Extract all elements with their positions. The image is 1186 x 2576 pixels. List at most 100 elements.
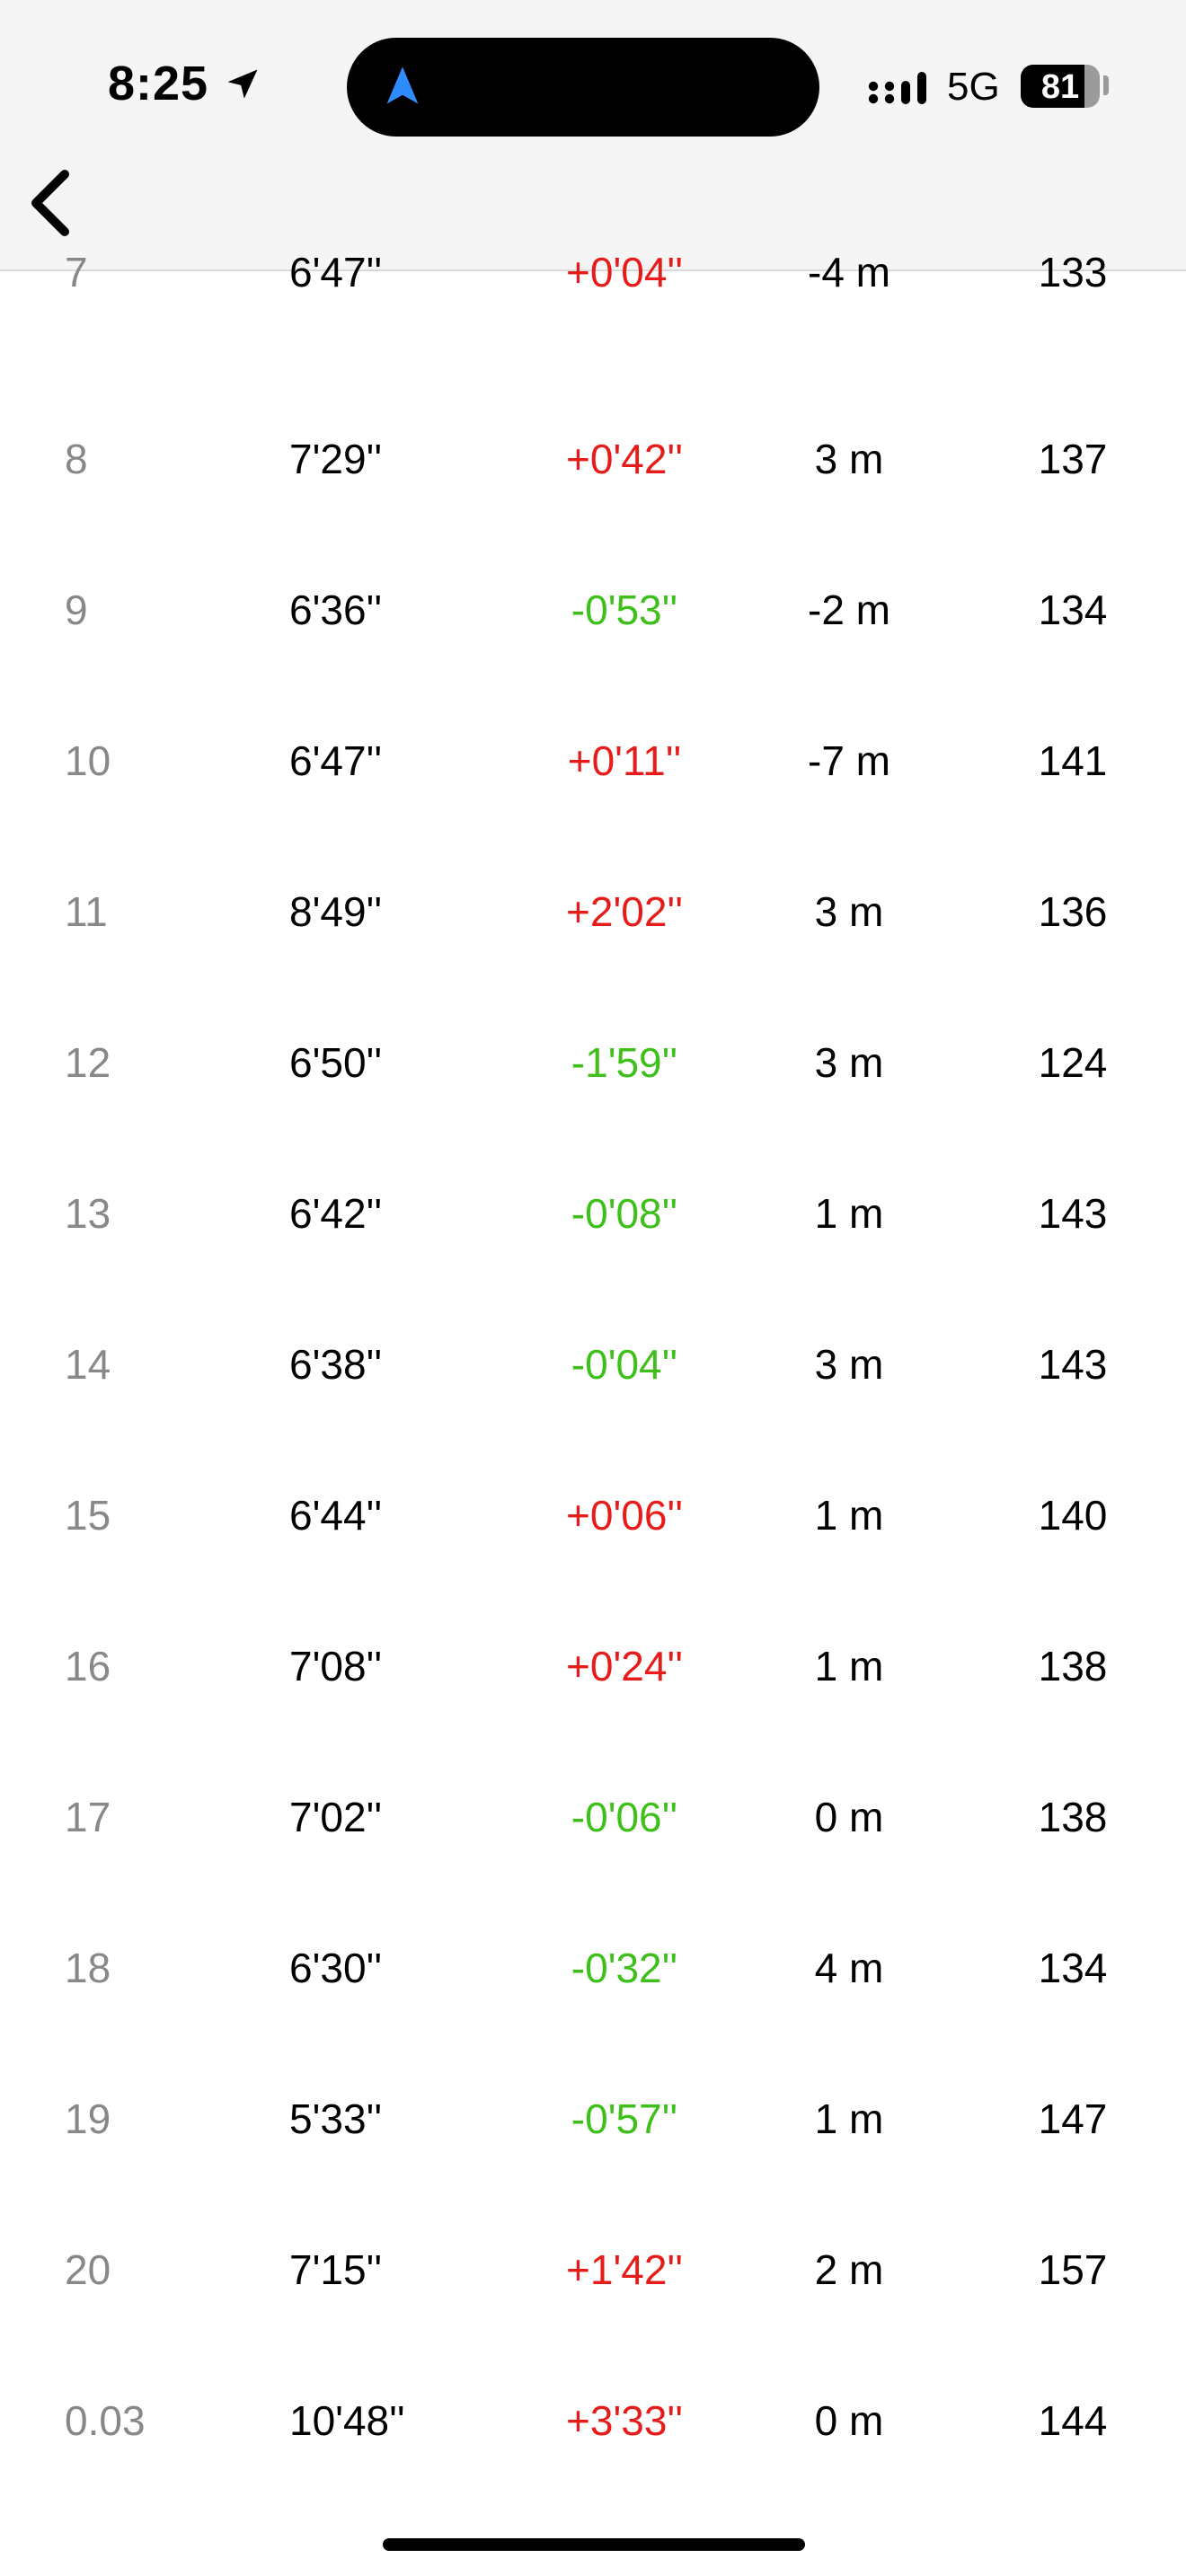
pace-difference: -0'08''	[571, 1190, 678, 1237]
lap-pace: 8'49''	[289, 888, 383, 935]
lap-pace: 7'15''	[289, 2246, 383, 2293]
heart-rate: 143	[1038, 1341, 1108, 1388]
lap-pace: 7'29''	[289, 436, 383, 482]
lap-number: 10	[65, 737, 111, 784]
pace-difference: +0'24''	[566, 1643, 683, 1689]
table-row: 0.03 10'48'' +3'33'' 0 m 144	[0, 2382, 1186, 2533]
heart-rate: 134	[1038, 1945, 1108, 1991]
table-row: 8 7'29'' +0'42'' 3 m 137	[0, 420, 1186, 571]
heart-rate: 147	[1038, 2095, 1108, 2142]
lap-pace: 6'30''	[289, 1945, 383, 1991]
status-time: 8:25	[108, 57, 209, 110]
lap-number: 13	[65, 1190, 111, 1237]
elevation-change: 1 m	[814, 2095, 884, 2142]
elevation-change: 0 m	[814, 2397, 884, 2444]
lap-pace: 6'44''	[289, 1492, 383, 1539]
back-chevron-icon[interactable]	[25, 167, 79, 239]
pace-difference: -0'53''	[571, 587, 678, 633]
battery-icon: 81	[1021, 65, 1100, 108]
elevation-change: 3 m	[814, 436, 884, 482]
pace-difference: +0'06''	[566, 1492, 683, 1539]
pace-difference: -0'57''	[571, 2095, 678, 2142]
pace-difference: -0'04''	[571, 1341, 678, 1388]
elevation-change: -2 m	[808, 587, 890, 633]
heart-rate: 137	[1038, 436, 1108, 482]
navigation-icon	[386, 66, 419, 104]
battery-cap	[1103, 75, 1109, 95]
elevation-change: 4 m	[814, 1945, 884, 1991]
network-type: 5G	[947, 65, 1000, 109]
heart-rate: 141	[1038, 737, 1108, 784]
heart-rate: 133	[1038, 249, 1108, 296]
lap-number: 20	[65, 2246, 111, 2293]
lap-number: 16	[65, 1643, 111, 1689]
lap-pace: 6'38''	[289, 1341, 383, 1388]
lap-pace: 6'47''	[289, 249, 383, 296]
lap-number: 14	[65, 1341, 111, 1388]
elevation-change: 3 m	[814, 1039, 884, 1086]
elevation-change: -4 m	[808, 249, 890, 296]
lap-number: 17	[65, 1794, 111, 1840]
lap-number: 8	[65, 436, 88, 482]
pace-difference: +0'11''	[567, 737, 682, 784]
dynamic-island[interactable]	[347, 38, 819, 137]
table-row: 7 6'47'' +0'04'' -4 m 133	[0, 251, 1186, 420]
lap-pace: 6'36''	[289, 587, 383, 633]
signal-icon	[868, 72, 926, 104]
pace-difference: +3'33''	[566, 2397, 683, 2444]
lap-pace: 6'50''	[289, 1039, 383, 1086]
table-row: 10 6'47'' +0'11'' -7 m 141	[0, 722, 1186, 873]
elevation-change: 1 m	[814, 1643, 884, 1689]
table-row: 16 7'08'' +0'24'' 1 m 138	[0, 1628, 1186, 1778]
pace-difference: -0'06''	[571, 1794, 678, 1840]
heart-rate: 124	[1038, 1039, 1108, 1086]
table-row: 9 6'36'' -0'53'' -2 m 134	[0, 571, 1186, 722]
lap-number: 19	[65, 2095, 111, 2142]
lap-number: 9	[65, 587, 88, 633]
lap-number: 12	[65, 1039, 111, 1086]
table-row: 20 7'15'' +1'42'' 2 m 157	[0, 2231, 1186, 2382]
lap-pace: 10'48''	[289, 2397, 405, 2444]
lap-pace: 7'02''	[289, 1794, 383, 1840]
table-row: 18 6'30'' -0'32'' 4 m 134	[0, 1929, 1186, 2080]
home-indicator[interactable]	[383, 2538, 805, 2551]
pace-difference: +0'04''	[566, 249, 683, 296]
lap-number: 7	[65, 249, 88, 296]
lap-number: 18	[65, 1945, 111, 1991]
heart-rate: 157	[1038, 2246, 1108, 2293]
pace-difference: +1'42''	[566, 2246, 683, 2293]
elevation-change: 3 m	[814, 1341, 884, 1388]
location-arrow-icon	[227, 69, 258, 99]
pace-difference: -0'32''	[571, 1945, 678, 1991]
pace-difference: -1'59''	[571, 1039, 678, 1086]
heart-rate: 134	[1038, 587, 1108, 633]
elevation-change: 3 m	[814, 888, 884, 935]
battery-fill	[1021, 65, 1085, 108]
lap-pace: 6'47''	[289, 737, 383, 784]
heart-rate: 140	[1038, 1492, 1108, 1539]
heart-rate: 144	[1038, 2397, 1108, 2444]
lap-pace: 6'42''	[289, 1190, 383, 1237]
elevation-change: 0 m	[814, 1794, 884, 1840]
table-row: 11 8'49'' +2'02'' 3 m 136	[0, 873, 1186, 1024]
lap-pace: 7'08''	[289, 1643, 383, 1689]
pace-difference: +0'42''	[566, 436, 683, 482]
heart-rate: 138	[1038, 1643, 1108, 1689]
table-row: 12 6'50'' -1'59'' 3 m 124	[0, 1024, 1186, 1175]
table-row: 15 6'44'' +0'06'' 1 m 140	[0, 1477, 1186, 1628]
elevation-change: 1 m	[814, 1190, 884, 1237]
table-row: 17 7'02'' -0'06'' 0 m 138	[0, 1778, 1186, 1929]
battery-level: 81	[1040, 68, 1080, 106]
pace-difference: +2'02''	[566, 888, 683, 935]
lap-number: 0.03	[65, 2397, 146, 2444]
heart-rate: 138	[1038, 1794, 1108, 1840]
lap-splits-table[interactable]: 7 6'47'' +0'04'' -4 m 133 8 7'29'' +0'42'' 3 m 13…	[0, 251, 1186, 2533]
heart-rate: 143	[1038, 1190, 1108, 1237]
table-row: 19 5'33'' -0'57'' 1 m 147	[0, 2080, 1186, 2231]
elevation-change: 2 m	[814, 2246, 884, 2293]
table-row: 13 6'42'' -0'08'' 1 m 143	[0, 1175, 1186, 1326]
table-row: 14 6'38'' -0'04'' 3 m 143	[0, 1326, 1186, 1477]
lap-pace: 5'33''	[289, 2095, 383, 2142]
lap-number: 15	[65, 1492, 111, 1539]
top-bar: 8:25 5G 81	[0, 0, 1186, 271]
